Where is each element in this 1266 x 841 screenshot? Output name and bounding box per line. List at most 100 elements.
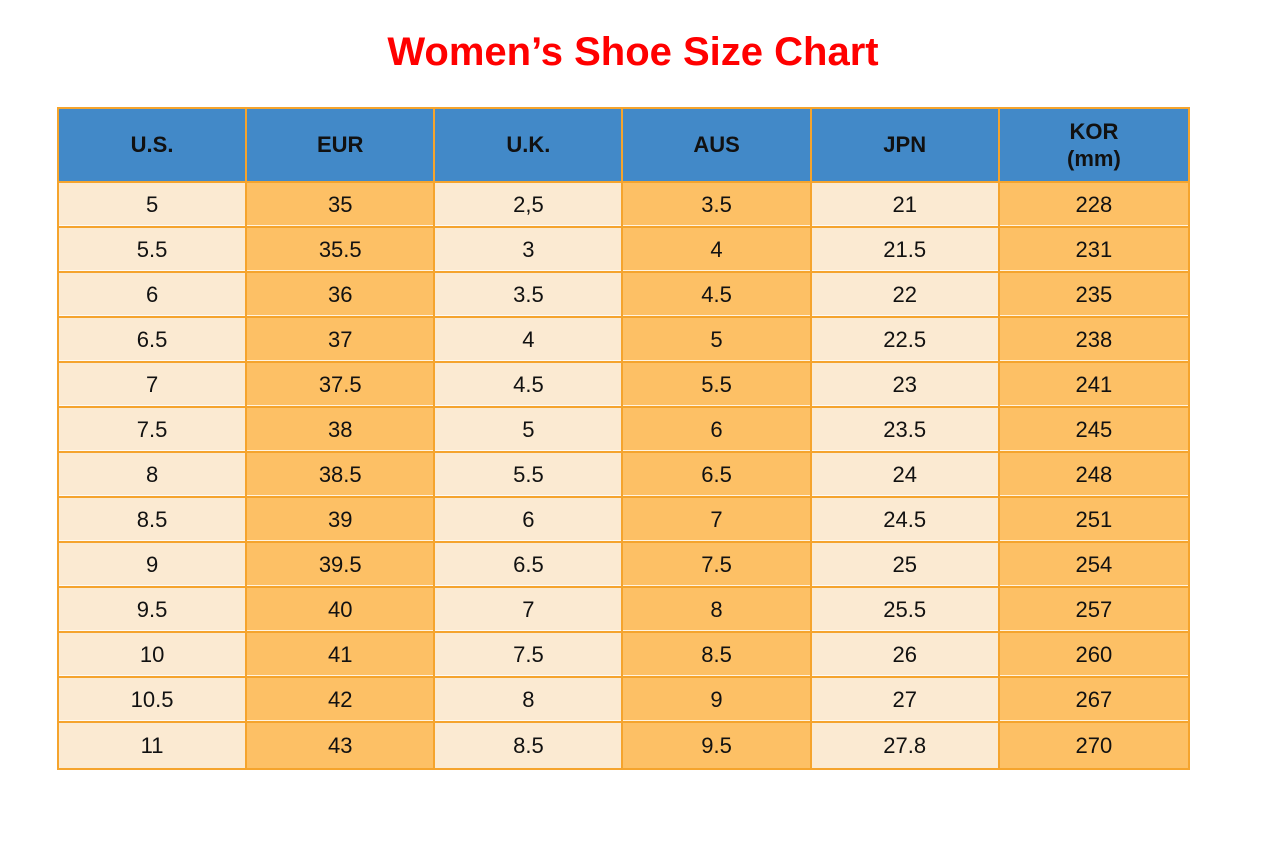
table-cell: 37 bbox=[247, 318, 436, 363]
column-header-text: EUR bbox=[317, 132, 364, 158]
table-cell: 41 bbox=[247, 633, 436, 678]
column-header-text: KOR bbox=[1069, 118, 1119, 144]
table-row: 10.5 42 8 9 27 267 bbox=[59, 678, 1188, 723]
table-cell: 36 bbox=[247, 273, 436, 318]
table-cell: 6.5 bbox=[623, 453, 812, 498]
table-cell: 7.5 bbox=[435, 633, 624, 678]
table-cell: 5 bbox=[435, 408, 624, 453]
table-cell: 228 bbox=[999, 183, 1188, 228]
table-cell: 6 bbox=[435, 498, 624, 543]
table-cell: 231 bbox=[999, 228, 1188, 273]
table-cell: 270 bbox=[999, 723, 1188, 768]
column-header-text: JPN bbox=[883, 132, 927, 158]
column-header-u-k: U.K. bbox=[435, 109, 624, 183]
table-cell: 7.5 bbox=[623, 543, 812, 588]
table-cell: 37.5 bbox=[247, 363, 436, 408]
table-cell: 251 bbox=[999, 498, 1188, 543]
size-chart-table: U.S. EUR U.K. AUS JPN KOR (mm) 5 35 2,5 3.5 21 228 5… bbox=[57, 107, 1190, 770]
table-cell: 4 bbox=[623, 228, 812, 273]
table-row: 9 39.5 6.5 7.5 25 254 bbox=[59, 543, 1188, 588]
table-row: 6 36 3.5 4.5 22 235 bbox=[59, 273, 1188, 318]
table-row: 11 43 8.5 9.5 27.8 270 bbox=[59, 723, 1188, 768]
table-cell: 7 bbox=[623, 498, 812, 543]
column-header-text: U.K. bbox=[506, 132, 551, 158]
table-cell: 39.5 bbox=[247, 543, 436, 588]
table-body: 5 35 2,5 3.5 21 228 5.5 35.5 3 4 21.5 231 6 36 3.5 4.5 2… bbox=[59, 183, 1188, 768]
table-cell: 8 bbox=[623, 588, 812, 633]
table-cell: 9 bbox=[623, 678, 812, 723]
table-cell: 257 bbox=[999, 588, 1188, 633]
table-cell: 6.5 bbox=[59, 318, 248, 363]
table-cell: 238 bbox=[999, 318, 1188, 363]
table-cell: 22.5 bbox=[811, 318, 1000, 363]
table-cell: 6 bbox=[623, 408, 812, 453]
table-cell: 235 bbox=[999, 273, 1188, 318]
table-cell: 42 bbox=[247, 678, 436, 723]
table-cell: 43 bbox=[247, 723, 436, 768]
table-row: 8.5 39 6 7 24.5 251 bbox=[59, 498, 1188, 543]
table-cell: 22 bbox=[811, 273, 1000, 318]
table-cell: 8.5 bbox=[59, 498, 248, 543]
table-cell: 3.5 bbox=[623, 183, 812, 228]
table-row: 6.5 37 4 5 22.5 238 bbox=[59, 318, 1188, 363]
table-cell: 4.5 bbox=[623, 273, 812, 318]
table-cell: 38.5 bbox=[247, 453, 436, 498]
table-cell: 4.5 bbox=[435, 363, 624, 408]
table-cell: 26 bbox=[811, 633, 1000, 678]
table-cell: 27.8 bbox=[811, 723, 1000, 768]
table-cell: 35.5 bbox=[247, 228, 436, 273]
table-cell: 3 bbox=[435, 228, 624, 273]
column-header-jpn: JPN bbox=[811, 109, 1000, 183]
table-cell: 8.5 bbox=[435, 723, 624, 768]
table-cell: 8 bbox=[435, 678, 624, 723]
table-cell: 6.5 bbox=[435, 543, 624, 588]
table-cell: 260 bbox=[999, 633, 1188, 678]
table-cell: 11 bbox=[59, 723, 248, 768]
table-cell: 248 bbox=[999, 453, 1188, 498]
table-cell: 7 bbox=[435, 588, 624, 633]
table-cell: 10.5 bbox=[59, 678, 248, 723]
table-cell: 23.5 bbox=[811, 408, 1000, 453]
table-cell: 7 bbox=[59, 363, 248, 408]
table-header: U.S. EUR U.K. AUS JPN KOR (mm) bbox=[59, 109, 1188, 183]
column-header-text: (mm) bbox=[1067, 146, 1121, 171]
table-row: 7 37.5 4.5 5.5 23 241 bbox=[59, 363, 1188, 408]
table-cell: 5 bbox=[59, 183, 248, 228]
table-cell: 8.5 bbox=[623, 633, 812, 678]
column-header-kor-mm: KOR (mm) bbox=[999, 109, 1188, 183]
table-cell: 245 bbox=[999, 408, 1188, 453]
table-cell: 25 bbox=[811, 543, 1000, 588]
column-header-aus: AUS bbox=[623, 109, 812, 183]
page-title: Women’s Shoe Size Chart bbox=[387, 30, 879, 74]
table-cell: 25.5 bbox=[811, 588, 1000, 633]
table-cell: 6 bbox=[59, 273, 248, 318]
table-cell: 2,5 bbox=[435, 183, 624, 228]
table-row: 9.5 40 7 8 25.5 257 bbox=[59, 588, 1188, 633]
table-cell: 24.5 bbox=[811, 498, 1000, 543]
table-cell: 4 bbox=[435, 318, 624, 363]
table-cell: 254 bbox=[999, 543, 1188, 588]
table-row: 10 41 7.5 8.5 26 260 bbox=[59, 633, 1188, 678]
table-cell: 5.5 bbox=[623, 363, 812, 408]
column-header-text: AUS bbox=[693, 132, 740, 158]
table-row: 8 38.5 5.5 6.5 24 248 bbox=[59, 453, 1188, 498]
table-cell: 10 bbox=[59, 633, 248, 678]
table-cell: 9.5 bbox=[59, 588, 248, 633]
header-row: U.S. EUR U.K. AUS JPN KOR (mm) bbox=[59, 109, 1188, 183]
table-cell: 24 bbox=[811, 453, 1000, 498]
table-cell: 21.5 bbox=[811, 228, 1000, 273]
table-row: 7.5 38 5 6 23.5 245 bbox=[59, 408, 1188, 453]
table-row: 5 35 2,5 3.5 21 228 bbox=[59, 183, 1188, 228]
table-cell: 27 bbox=[811, 678, 1000, 723]
table-cell: 21 bbox=[811, 183, 1000, 228]
table-cell: 40 bbox=[247, 588, 436, 633]
table-row: 5.5 35.5 3 4 21.5 231 bbox=[59, 228, 1188, 273]
column-header-eur: EUR bbox=[247, 109, 436, 183]
table-cell: 267 bbox=[999, 678, 1188, 723]
table-cell: 5 bbox=[623, 318, 812, 363]
table-cell: 35 bbox=[247, 183, 436, 228]
table-cell: 9 bbox=[59, 543, 248, 588]
table-cell: 38 bbox=[247, 408, 436, 453]
column-header-text: U.S. bbox=[130, 132, 174, 158]
table-cell: 5.5 bbox=[435, 453, 624, 498]
